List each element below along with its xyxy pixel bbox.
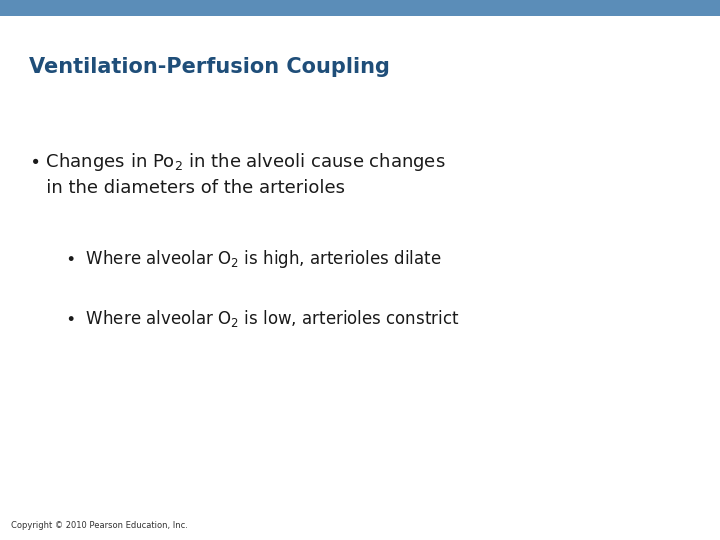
Text: $\bullet$  Where alveolar O$_2$ is high, arterioles dilate: $\bullet$ Where alveolar O$_2$ is high, … <box>65 248 441 271</box>
Text: $\bullet$  Where alveolar O$_2$ is low, arterioles constrict: $\bullet$ Where alveolar O$_2$ is low, a… <box>65 308 459 329</box>
Text: Copyright © 2010 Pearson Education, Inc.: Copyright © 2010 Pearson Education, Inc. <box>11 521 188 530</box>
Text: $\bullet$ Changes in Po$_2$ in the alveoli cause changes
   in the diameters of : $\bullet$ Changes in Po$_2$ in the alveo… <box>29 151 445 197</box>
Bar <box>0 0 720 16</box>
Text: Ventilation-Perfusion Coupling: Ventilation-Perfusion Coupling <box>29 57 390 77</box>
